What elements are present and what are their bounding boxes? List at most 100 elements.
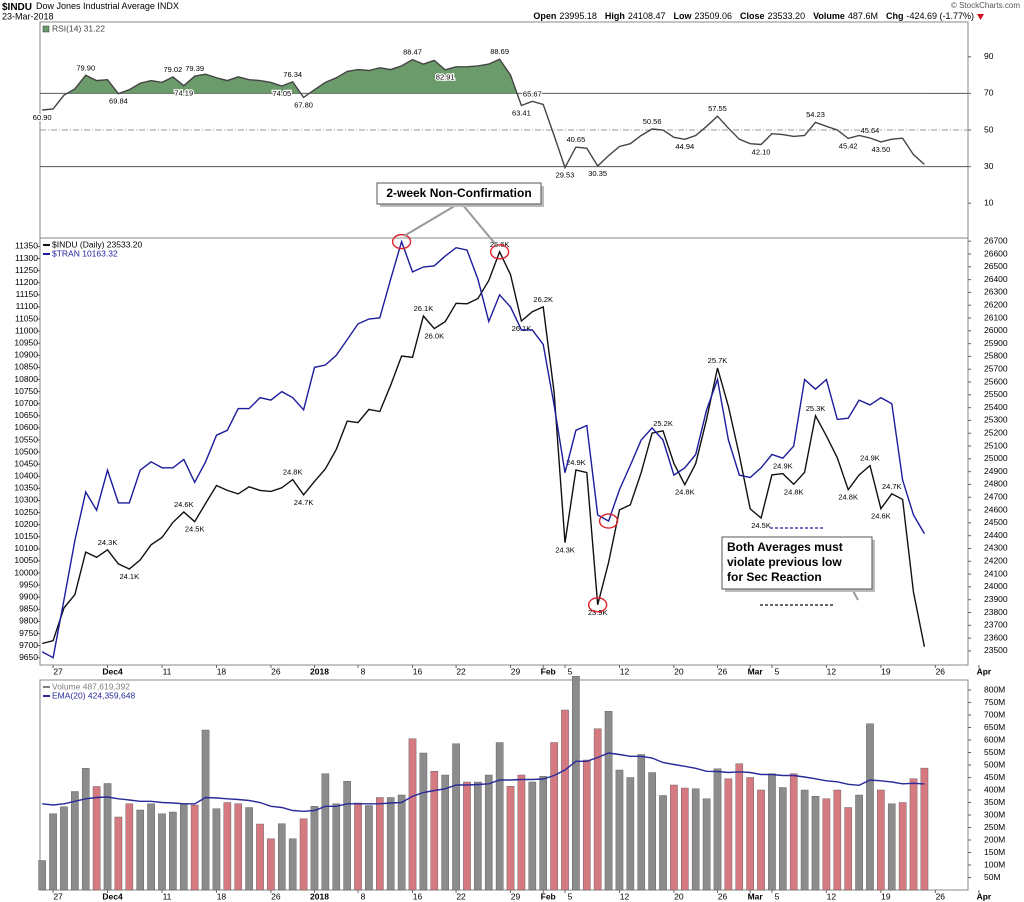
data-label: 88.69 bbox=[490, 47, 509, 56]
data-label: 45.64 bbox=[861, 126, 880, 135]
volume-bar bbox=[887, 803, 896, 891]
data-label: 50.56 bbox=[643, 117, 662, 126]
annotation-reaction: Both Averages must violate previous low … bbox=[721, 527, 875, 606]
x-tick-label: 5 bbox=[775, 891, 780, 901]
y-tick-label: 9800 bbox=[19, 616, 38, 626]
volume-bar bbox=[38, 860, 46, 891]
line bbox=[42, 752, 925, 813]
data-label: 76.34 bbox=[283, 70, 302, 79]
volume-bar bbox=[517, 774, 526, 891]
data-label: 24.8K bbox=[838, 493, 858, 502]
x-tick-label: 8 bbox=[361, 891, 366, 901]
volume-bar bbox=[179, 803, 188, 891]
panel-frame bbox=[39, 679, 969, 891]
y-tick-label: 10050 bbox=[14, 555, 38, 565]
volume-bar bbox=[757, 789, 765, 891]
y-tick-label: 24800 bbox=[984, 479, 1008, 489]
y-tick-label: 24000 bbox=[984, 581, 1008, 591]
volume-bar bbox=[474, 781, 482, 891]
y-tick-label: 10000 bbox=[14, 567, 38, 577]
data-label: 88.47 bbox=[403, 48, 422, 57]
legend-label: EMA(20) 424,359,648 bbox=[52, 690, 135, 700]
volume-bar bbox=[267, 838, 275, 891]
x-tick-label: 20 bbox=[674, 891, 684, 901]
volume-bar bbox=[484, 774, 493, 891]
y-tick-label: 10550 bbox=[14, 434, 38, 444]
y-tick-label: 150M bbox=[984, 847, 1005, 857]
y-tick-label: 24300 bbox=[984, 543, 1008, 553]
y-tick-label: 10 bbox=[984, 197, 994, 207]
y-tick-label: 10300 bbox=[14, 495, 38, 505]
volume-bar bbox=[288, 838, 297, 891]
volume-bar bbox=[103, 783, 112, 891]
volume-bar bbox=[724, 778, 733, 891]
y-tick-label: 700M bbox=[984, 709, 1005, 719]
y-tick-label: 350M bbox=[984, 797, 1005, 807]
x-tick-label: 19 bbox=[881, 891, 891, 901]
quote-label: Close bbox=[740, 11, 765, 21]
highlight-circle bbox=[598, 513, 619, 529]
volume-bar bbox=[147, 803, 155, 891]
volume-bar bbox=[528, 781, 537, 891]
volume-bar bbox=[343, 781, 351, 891]
y-tick-label: 30 bbox=[984, 161, 994, 171]
volume-bar bbox=[550, 742, 558, 891]
legend-label: $TRAN 10163.32 bbox=[52, 248, 118, 258]
volume-bar bbox=[670, 784, 678, 891]
x-tick-label: 29 bbox=[511, 666, 521, 676]
volume-bar bbox=[354, 802, 362, 891]
y-tick-label: 10450 bbox=[14, 458, 38, 468]
volume-bar bbox=[201, 729, 210, 891]
data-label: 25.7K bbox=[708, 356, 728, 365]
y-tick-label: 500M bbox=[984, 759, 1005, 769]
y-tick-label: 11300 bbox=[15, 253, 38, 263]
volume-bar bbox=[713, 768, 722, 891]
data-label: 24.8K bbox=[784, 487, 804, 496]
y-tick-label: 25000 bbox=[984, 453, 1008, 463]
y-tick-label: 9900 bbox=[19, 592, 38, 602]
data-label: 24.6K bbox=[174, 500, 194, 509]
data-label: 43.50 bbox=[871, 145, 890, 154]
data-label: 25.2K bbox=[653, 419, 673, 428]
y-tick-label: 10100 bbox=[14, 543, 38, 553]
y-tick-label: 450M bbox=[984, 772, 1005, 782]
y-tick-label: 25300 bbox=[984, 415, 1008, 425]
volume-bar bbox=[898, 802, 907, 891]
volume-bar bbox=[800, 789, 809, 891]
note-text: violate previous low bbox=[727, 555, 842, 569]
x-tick-label: 26 bbox=[936, 891, 946, 901]
data-label: 44.94 bbox=[675, 142, 694, 151]
x-tick-label: 22 bbox=[456, 666, 466, 676]
volume-bar bbox=[376, 797, 384, 891]
volume-bar bbox=[822, 798, 831, 891]
y-tick-label: 11350 bbox=[15, 241, 38, 251]
quote-label: Open bbox=[533, 11, 556, 21]
data-label: 24.5K bbox=[751, 521, 771, 530]
y-tick-label: 10350 bbox=[14, 483, 38, 493]
volume-bar bbox=[746, 777, 754, 891]
volume-bar bbox=[648, 772, 656, 891]
volume-bar bbox=[495, 742, 504, 891]
volume-bar bbox=[659, 795, 667, 891]
data-label: 30.35 bbox=[588, 169, 607, 178]
y-tick-label: 11150 bbox=[16, 289, 39, 299]
x-tick-label: 12 bbox=[827, 891, 837, 901]
highlight-circle bbox=[587, 597, 608, 613]
volume-bar bbox=[811, 796, 820, 891]
volume-bar bbox=[223, 802, 232, 891]
y-tick-label: 25100 bbox=[984, 440, 1008, 450]
pointer bbox=[403, 203, 459, 237]
data-label: 60.90 bbox=[33, 113, 52, 122]
data-label: 69.84 bbox=[109, 97, 128, 106]
x-tick-label: 8 bbox=[361, 666, 366, 676]
data-label: 24.9K bbox=[566, 458, 586, 467]
y-tick-label: 25900 bbox=[984, 338, 1008, 348]
y-tick-label: 11000 bbox=[15, 325, 38, 335]
volume-bar bbox=[430, 771, 439, 891]
y-tick-label: 9700 bbox=[19, 640, 38, 650]
volume-bar bbox=[408, 738, 417, 891]
y-tick-label: 26400 bbox=[984, 274, 1008, 284]
annotation-confirmation: 2-week Non-Confirmation bbox=[376, 182, 544, 247]
y-tick-label: 26300 bbox=[984, 287, 1008, 297]
x-tick-label: 27 bbox=[53, 891, 63, 901]
